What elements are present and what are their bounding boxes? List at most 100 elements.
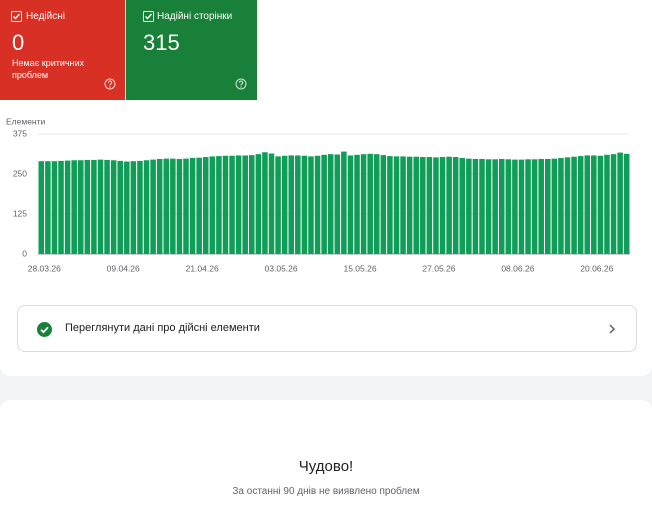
summary-panel: Чудово! За останні 90 днів не виявлено п… [0,400,652,520]
bar [406,156,413,254]
bar [229,155,235,254]
bar [249,155,255,254]
bar [525,159,531,254]
card-label: Надійні сторінки [157,11,233,22]
bar [176,158,183,254]
bar [235,155,242,254]
bar [143,160,150,254]
x-tick-label: 15.05.26 [343,263,376,273]
y-tick-label: 125 [13,208,27,218]
y-tick-label: 375 [13,128,27,138]
bar [367,153,373,254]
link-label: Переглянути дані про дійсні елементи [65,322,260,334]
x-tick-label: 03.05.26 [265,263,298,273]
bar [479,158,485,254]
invalid-card[interactable]: Недійсні 0 Немає критичних проблем [0,0,125,100]
help-icon[interactable] [104,78,116,90]
bar [498,158,505,254]
bar [137,160,143,254]
bar [288,155,295,254]
bar [183,158,189,254]
x-tick-label: 27.05.26 [422,263,455,273]
bar [117,160,123,254]
bar [242,155,248,254]
bar [551,158,558,254]
bar [150,159,156,254]
bar [433,157,439,254]
bar [262,152,268,254]
view-details-link[interactable]: Переглянути дані про дійсні елементи [17,305,637,352]
y-tick-label: 250 [13,168,27,178]
bar [104,159,110,254]
bar [472,158,479,254]
bar [492,159,498,254]
checkbox [143,11,154,22]
bar [216,156,222,254]
bar [110,160,117,254]
bar [512,159,518,254]
bar [170,158,176,254]
report-panel: Недійсні 0 Немає критичних проблем Надій… [0,0,652,376]
summary-text: За останні 90 днів не виявлено проблем [232,486,420,497]
bar [71,160,77,254]
x-tick-label: 20.06.26 [580,263,613,273]
bar [268,153,275,254]
bar [163,158,170,254]
check-icon [37,322,52,337]
bar [617,152,623,254]
bar [505,159,512,254]
bar [545,158,551,254]
bar [64,160,71,254]
x-tick-label: 09.04.26 [107,263,140,273]
bar [156,158,163,254]
bar [400,156,406,254]
bar [222,155,229,254]
card-value: 0 [12,30,25,55]
bar [334,154,341,254]
bar [420,157,426,254]
bar [446,156,452,254]
bar [610,154,617,254]
bar [584,155,591,254]
bar [571,156,577,254]
bar [51,161,58,254]
bar [45,161,51,254]
bar [347,155,354,254]
bar [354,154,360,254]
bar [577,156,584,254]
bar [38,161,45,254]
bar [196,157,202,254]
chevron [609,324,616,334]
checkbox [11,11,22,22]
bar [58,160,64,254]
bar [393,156,400,254]
bar [466,158,472,254]
valid-card[interactable]: Надійні сторінки 315 [126,0,257,100]
x-tick-label: 21.04.26 [186,263,219,273]
help-icon[interactable] [235,78,247,90]
bar [84,159,91,254]
bar [308,156,314,254]
bar [301,155,308,254]
bar [341,151,347,254]
x-tick-label: 28.03.26 [28,263,61,273]
bar [485,159,492,254]
bar [77,160,84,254]
bar [413,156,419,254]
summary-title: Чудово! [298,458,354,475]
bar [91,159,97,254]
bar [189,158,196,254]
chart: Елементи 0 125 250 375 28.03.26 09.04.26 21.04… [6,116,630,273]
bar [531,159,538,254]
bar [538,158,544,254]
bar [124,161,130,254]
bar [426,157,433,254]
card-note: Немає критичних проблем [12,58,85,80]
bar [373,154,380,254]
bar [327,154,334,254]
bar [387,156,393,254]
card-value: 315 [143,30,180,55]
bar [623,153,630,254]
y-tick-label: 0 [22,248,27,258]
